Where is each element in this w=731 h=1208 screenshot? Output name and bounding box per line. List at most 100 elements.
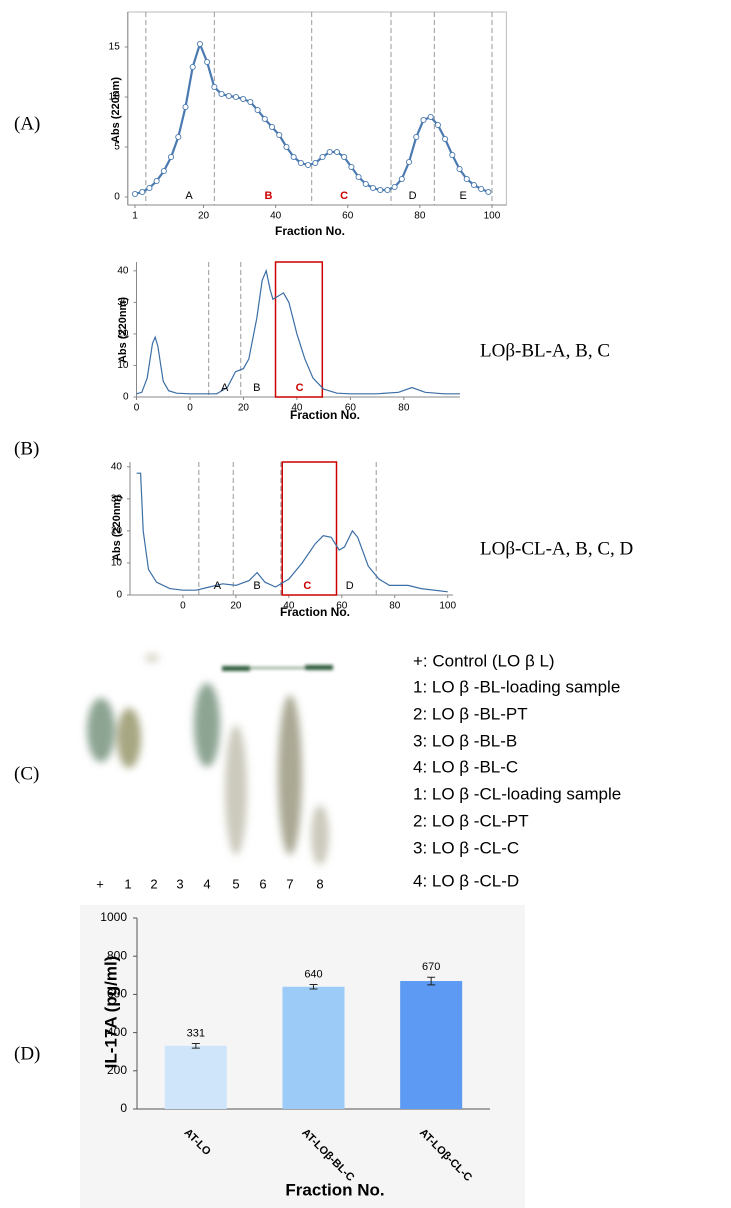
y-tick-label: 10 xyxy=(109,92,121,103)
x-tick-label: 60 xyxy=(336,601,348,612)
x-axis-label: Fraction No. xyxy=(285,1180,384,1199)
bar xyxy=(400,981,463,1109)
bar xyxy=(164,1045,227,1109)
data-point xyxy=(153,177,160,185)
panel-label: (B) xyxy=(14,438,39,459)
region-label: A xyxy=(185,190,193,202)
data-point xyxy=(283,143,290,151)
x-tick-label: 80 xyxy=(389,601,401,612)
data-point xyxy=(182,103,189,111)
data-point xyxy=(449,151,456,159)
y-tick-label: 200 xyxy=(107,1063,127,1077)
panel-label: (A) xyxy=(14,113,40,134)
data-point xyxy=(297,159,304,167)
data-point xyxy=(268,123,276,131)
panel-label: (C) xyxy=(14,763,39,784)
data-point xyxy=(218,90,225,98)
data-point xyxy=(478,185,485,193)
x-axis-label: Fraction No. xyxy=(275,224,345,238)
lane-label: 5 xyxy=(232,876,239,891)
x-tick-label: 0 xyxy=(187,403,193,414)
gel-image xyxy=(87,654,329,865)
x-axis-label: Fraction No. xyxy=(280,605,350,619)
data-point xyxy=(384,186,391,194)
lane-label: 2 xyxy=(150,876,157,891)
x-tick-label: 100 xyxy=(484,211,501,222)
legend-entry: +: Control (LO β L) xyxy=(413,651,555,670)
data-point xyxy=(189,63,196,71)
y-tick-label: 400 xyxy=(107,1025,127,1039)
x-tick-label: 40 xyxy=(291,403,303,414)
value-label: 640 xyxy=(304,968,322,980)
error-bar xyxy=(191,1042,200,1049)
data-point xyxy=(175,133,182,141)
data-point xyxy=(326,148,333,156)
data-point xyxy=(254,106,261,114)
region-label: A xyxy=(214,580,222,592)
data-point xyxy=(456,165,463,173)
lane-label: 4 xyxy=(203,876,210,891)
lane-label: 1 xyxy=(124,876,131,891)
bar xyxy=(282,986,345,1109)
legend-entry: 1: LO β -CL-loading sample xyxy=(413,784,621,803)
data-point xyxy=(398,175,405,183)
y-tick-label: 20 xyxy=(111,526,123,537)
highlight-box xyxy=(281,461,338,596)
region-label: A xyxy=(221,382,229,394)
data-point xyxy=(232,93,240,101)
y-axis-label: IL-17A (pg/ml) xyxy=(101,956,120,1069)
data-point xyxy=(204,58,211,66)
data-point xyxy=(377,186,384,194)
y-tick-label: 5 xyxy=(114,142,120,153)
data-point xyxy=(305,161,312,169)
error-bar xyxy=(427,976,436,986)
data-point xyxy=(485,188,492,196)
data-point xyxy=(290,153,297,161)
lane-label: + xyxy=(96,876,104,891)
side-label: LOβ-BL-A, B, C xyxy=(480,340,610,361)
highlight-box xyxy=(274,261,324,398)
error-bar xyxy=(309,983,318,990)
x-tick-label: 60 xyxy=(345,403,357,414)
data-point xyxy=(261,115,268,123)
data-point xyxy=(276,131,283,139)
data-point xyxy=(146,184,153,192)
data-point xyxy=(139,188,146,196)
lane-label: 8 xyxy=(316,876,323,891)
y-tick-label: 40 xyxy=(111,461,123,472)
panel-label: (D) xyxy=(14,1043,40,1064)
y-tick-label: 15 xyxy=(109,42,121,53)
data-line xyxy=(136,472,448,593)
data-point xyxy=(442,135,449,143)
data-point xyxy=(319,153,326,161)
x-tick-label: 1 xyxy=(132,211,138,222)
x-tick-label: 60 xyxy=(342,211,354,222)
lane-label: 3 xyxy=(176,876,183,891)
y-tick-label: 0 xyxy=(120,1101,127,1115)
region-label: E xyxy=(459,190,466,202)
y-tick-label: 600 xyxy=(107,987,127,1001)
legend-entry: 1: LO β -BL-loading sample xyxy=(413,677,620,696)
data-point xyxy=(355,173,362,181)
data-point xyxy=(240,95,247,103)
x-tick-label: 40 xyxy=(283,601,295,612)
data-point xyxy=(225,92,232,100)
x-tick-label: 40 xyxy=(270,211,282,222)
x-tick-label: 100 xyxy=(439,601,456,612)
lane-label: 6 xyxy=(259,876,266,891)
data-point xyxy=(168,153,175,161)
data-point xyxy=(312,159,319,167)
data-point xyxy=(333,148,340,156)
gel-bands xyxy=(222,665,333,671)
x-tick-label: 0 xyxy=(134,403,140,414)
x-tick-label: 80 xyxy=(398,403,410,414)
y-tick-label: 10 xyxy=(111,558,123,569)
y-tick-label: 40 xyxy=(117,265,129,276)
region-label: B xyxy=(264,190,272,202)
region-label: B xyxy=(253,382,260,394)
legend-entry: 4: LO β -CL-D xyxy=(413,871,519,890)
y-axis-label: Abs (220nm) xyxy=(111,495,123,561)
x-tick-label: 80 xyxy=(414,211,426,222)
data-point xyxy=(211,83,218,91)
y-axis-label: Abs (220nm) xyxy=(117,297,129,363)
